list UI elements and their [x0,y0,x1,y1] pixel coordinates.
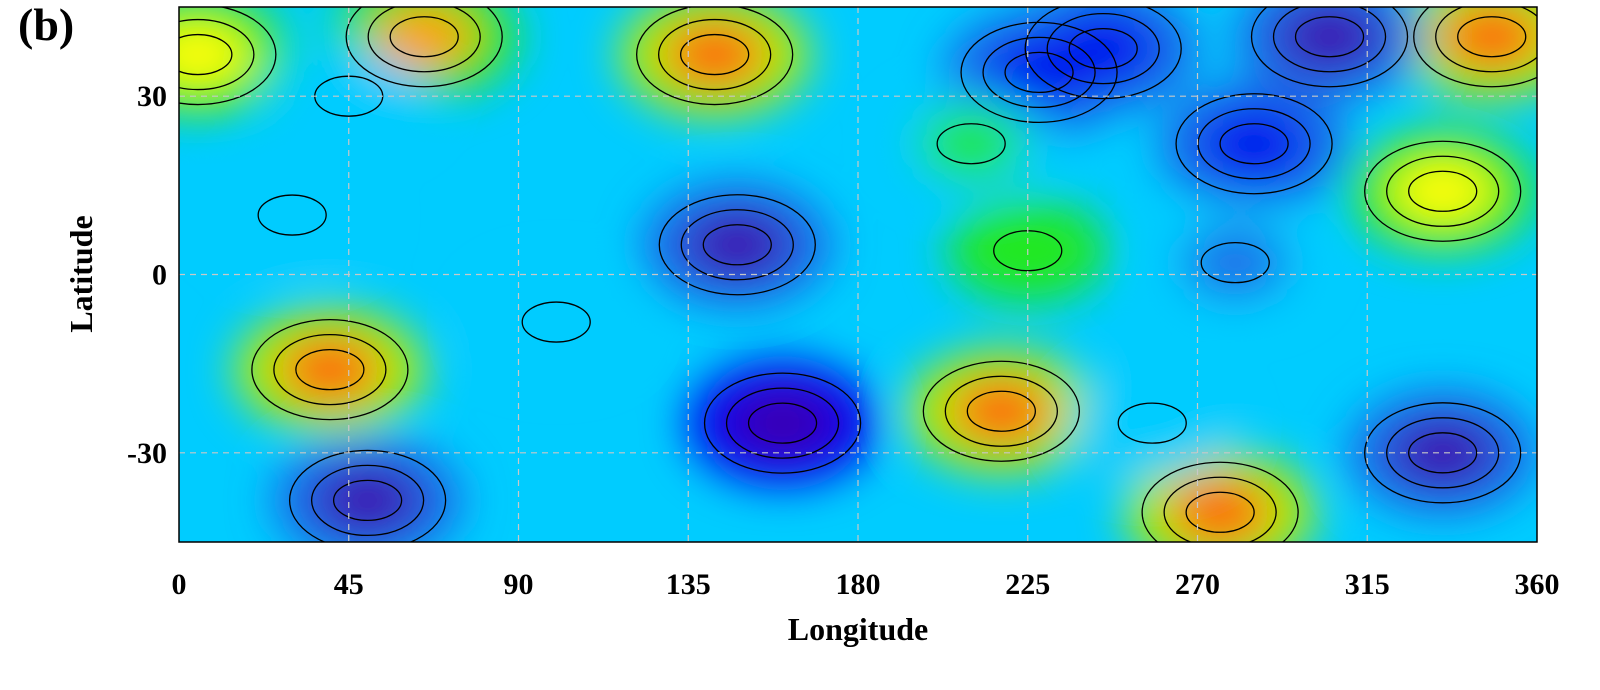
contour-line [1024,7,1182,100]
heat-core [685,210,790,279]
contour-line [1068,27,1138,70]
contour-line [1250,7,1409,88]
contour-line [936,123,1006,165]
heat-core [1390,418,1495,487]
contour-line [1413,7,1537,88]
plot-area [179,7,1537,542]
x-tick-label: 45 [334,568,364,601]
heat-core [315,466,420,535]
contour-line [1046,12,1160,85]
x-tick-label: 315 [1345,568,1390,601]
heat-core [730,389,835,458]
contour-line [1141,461,1299,542]
heat-core [1100,389,1205,458]
contour-line [179,18,255,91]
heat-core [372,7,477,71]
contour-line [636,7,794,106]
contour-line [1219,123,1289,165]
heat-core [277,335,382,404]
y-axis-label: Latitude [63,215,99,332]
contour-line [179,7,277,106]
contour-line [966,390,1036,432]
heat-core [1202,109,1307,178]
contour-line [1386,155,1500,227]
contour-line [702,224,772,266]
contour-line [1435,7,1537,73]
contour-line [658,194,816,296]
contour-line [1200,241,1270,284]
contour-line [747,402,818,444]
x-tick-label: 135 [666,568,711,601]
contour-line [257,194,327,236]
y-tick-label: 30 [137,80,167,113]
grid-lines [179,7,1537,542]
contour-line [332,479,403,522]
x-tick-label: 270 [1175,568,1220,601]
contour-line [658,18,772,91]
heat-core [1168,478,1273,542]
contour-line [295,348,365,391]
contour-line [1163,476,1277,542]
plot-frame [178,6,1538,543]
contour-line [1457,16,1527,58]
contour-line [1386,417,1500,489]
heat-core [504,288,609,357]
x-axis-ticks: 0 45 90 135 180 225 270 315 360 [172,568,1560,601]
y-axis-ticks: 30 0 -30 [127,80,167,470]
x-axis-label: Longitude [788,611,928,647]
contour-line [1175,93,1333,195]
contour-line [1117,402,1187,444]
heat-core [919,109,1024,178]
contour-line [1364,402,1522,504]
heat-core [987,38,1092,107]
contour-line [1185,491,1255,533]
contour-line [1004,51,1074,94]
contour-line [1408,170,1478,212]
x-tick-label: 90 [504,568,534,601]
panel-label: (b) [18,0,75,50]
contour-line [982,36,1096,109]
contour-line [521,301,591,343]
contour-line [251,318,409,421]
contour-line [1294,16,1365,58]
heat-core [1390,157,1495,226]
contour-line [703,372,862,474]
x-tick-label: 360 [1515,568,1560,601]
contour-line [1408,432,1478,474]
contour-line [273,333,387,406]
contour-line [389,16,459,58]
y-tick-label: 0 [152,259,167,292]
contour-line [944,375,1058,447]
heat-field [179,7,1537,542]
x-tick-label: 225 [1005,568,1050,601]
contour-line [310,464,425,537]
contour-line [725,387,840,459]
heat-core [1439,7,1537,71]
y-tick-label: -30 [127,437,167,470]
contour-line [288,449,447,542]
contour-line [960,21,1118,124]
contour-line [179,33,233,76]
contour-line [1364,140,1522,242]
heat-core [1183,228,1288,297]
x-tick-label: 0 [172,568,187,601]
x-tick-label: 180 [836,568,881,601]
contour-line [367,7,481,73]
contour-line [680,209,794,281]
heat-core [662,20,767,89]
contour-line [1272,7,1387,73]
heat-core [1277,7,1382,71]
contour-line [922,360,1080,462]
contour-line [680,33,750,76]
contour-line [345,7,503,88]
heat-core [179,20,250,89]
heat-core [949,377,1054,446]
heat-core [240,181,345,250]
